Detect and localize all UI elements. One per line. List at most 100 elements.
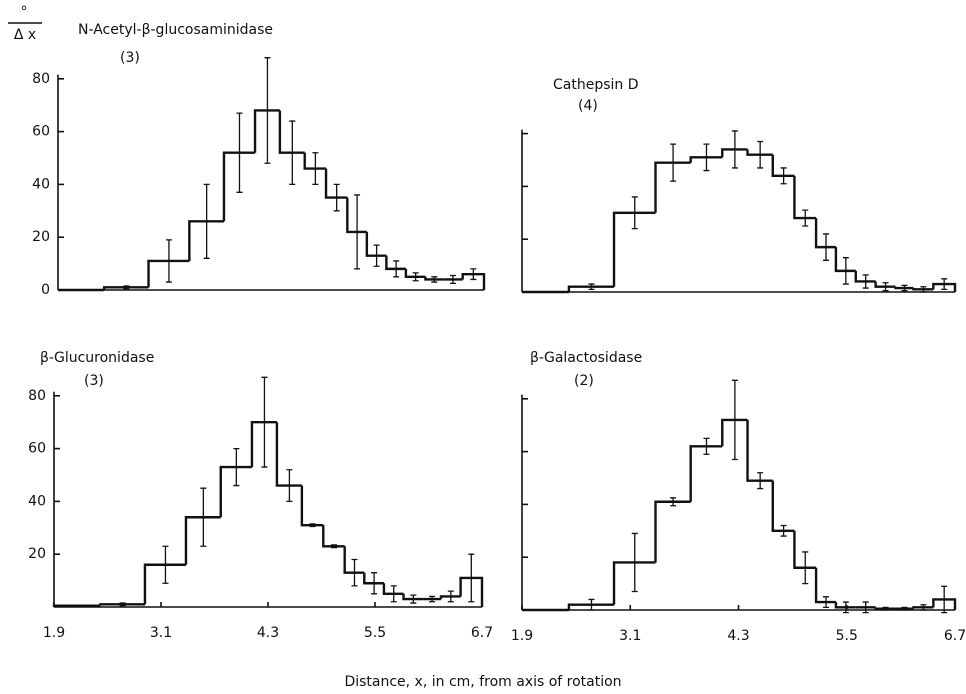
error-bar (631, 532, 638, 593)
step-bar (275, 422, 302, 487)
panel-title: N-Acetyl-β-glucosaminidase (78, 22, 273, 38)
step-bar (219, 465, 252, 518)
error-bar (757, 472, 764, 490)
error-bar (780, 167, 787, 185)
error-bar (351, 558, 358, 587)
step-bar (52, 604, 101, 607)
error-bar (410, 594, 417, 604)
step-bar (834, 602, 856, 609)
step-bar (814, 218, 836, 249)
y-tick-label: 80 (28, 388, 46, 404)
y-tick-label: 60 (28, 441, 46, 457)
x-tick-label: 5.5 (364, 625, 386, 641)
step-bar (322, 525, 345, 548)
step-bar (102, 286, 149, 290)
step-bar (439, 595, 461, 600)
x-axis-label: Distance, x, in cm, from axis of rotatio… (344, 674, 621, 690)
y-label-denominator: Δ x (14, 27, 36, 43)
step-bar (343, 546, 365, 574)
error-bar (631, 196, 638, 230)
error-bar (371, 572, 378, 595)
step-bar (222, 151, 256, 222)
step-bar (771, 154, 795, 178)
step-bar (385, 255, 406, 271)
error-bar (703, 143, 710, 172)
y-tick-label: 40 (32, 176, 50, 192)
error-bar (390, 585, 397, 603)
step-bar (874, 281, 896, 288)
error-bar (882, 606, 889, 611)
y-tick-label: 20 (28, 546, 46, 562)
step-bar (147, 259, 190, 288)
error-bar (703, 437, 710, 455)
step-bar (250, 421, 277, 468)
step-bar (303, 152, 327, 170)
error-bar (588, 598, 595, 611)
error-bar (203, 183, 210, 259)
error-bar (312, 152, 319, 186)
x-tick-label: 3.1 (619, 628, 641, 644)
error-bar (330, 544, 337, 549)
step-bar (654, 500, 691, 563)
step-bar (365, 231, 387, 257)
step-bar (894, 286, 914, 290)
step-bar (746, 419, 773, 482)
y-tick-label: 80 (32, 71, 50, 87)
step-bar (382, 583, 404, 595)
x-tick-label: 4.3 (257, 625, 279, 641)
error-bar (588, 283, 595, 291)
error-bar (289, 120, 296, 186)
panel-subtitle: (3) (120, 50, 140, 66)
step-bar (346, 197, 367, 234)
error-bar (941, 278, 948, 291)
y-label-numerator: ° (21, 4, 28, 20)
step-bar (612, 561, 656, 605)
step-bar (188, 220, 224, 261)
error-bar (354, 194, 361, 270)
error-bar (165, 239, 172, 283)
error-bar (862, 601, 869, 614)
step-bar (278, 110, 305, 154)
error-bar (780, 524, 787, 537)
error-bar (670, 497, 677, 507)
step-bar (324, 168, 348, 199)
x-tick-label: 1.9 (43, 625, 65, 641)
error-bar (882, 282, 889, 292)
error-bar (261, 376, 268, 468)
error-bar (670, 143, 677, 182)
error-bar (333, 183, 340, 212)
error-bar (393, 260, 400, 278)
y-tick-label: 20 (32, 229, 50, 245)
error-bar (731, 130, 738, 169)
x-tick-label: 6.7 (944, 628, 966, 644)
y-tick-label: 60 (32, 124, 50, 140)
error-bar (233, 447, 240, 487)
step-bar (143, 563, 186, 605)
step-bar (99, 603, 145, 606)
error-bar (757, 140, 764, 169)
step-bar (793, 530, 817, 569)
step-bar (689, 156, 723, 163)
error-bar (842, 601, 849, 614)
panel-title: β-Galactosidase (530, 350, 642, 366)
step-bar (721, 418, 748, 447)
step-bar (874, 607, 896, 610)
error-bar (823, 233, 830, 261)
x-tick-label: 6.7 (471, 625, 493, 641)
panel-title: β-Glucuronidase (40, 350, 154, 366)
step-bar (912, 606, 934, 609)
step-bar (363, 572, 384, 585)
step-bar (814, 567, 836, 604)
step-bar (402, 593, 424, 601)
error-bar (373, 244, 380, 267)
error-bar (802, 551, 809, 585)
error-bar (264, 57, 271, 164)
step-bar (253, 109, 280, 153)
error-bar (236, 112, 243, 193)
error-bar (449, 274, 456, 285)
step-bar (300, 485, 324, 527)
error-bar (429, 595, 436, 603)
error-bar (823, 596, 830, 609)
